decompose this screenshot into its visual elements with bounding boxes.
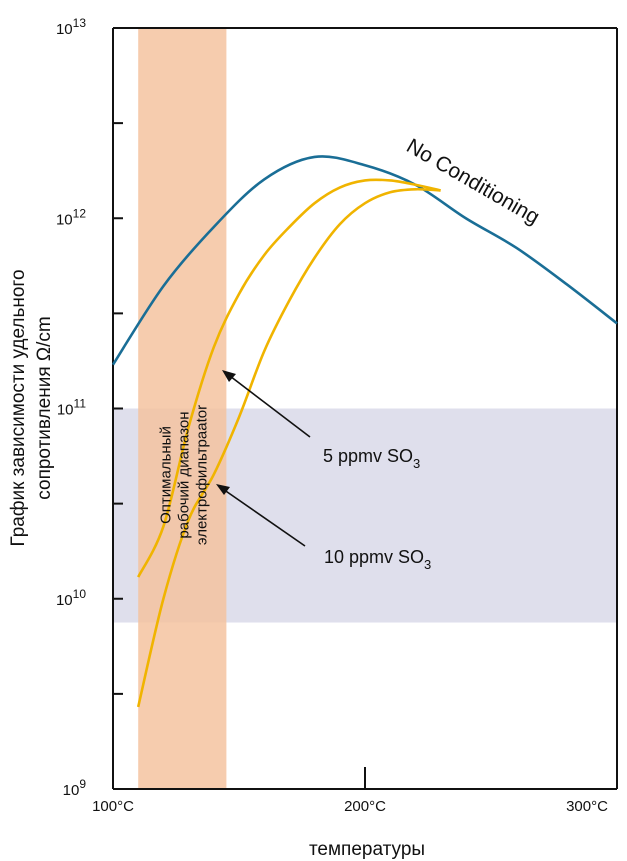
arrow-5ppmv bbox=[225, 372, 311, 438]
band-label-line: электрофильтраator bbox=[193, 405, 210, 545]
x-axis-title: температуры bbox=[309, 839, 425, 860]
series-lines bbox=[111, 155, 618, 708]
annotation-arrows bbox=[216, 370, 311, 547]
x-tick-label: 300°C bbox=[566, 798, 608, 815]
optimal-range-label: Оптимальныйрабочий диапазонэлектрофильтр… bbox=[157, 405, 210, 545]
y-tick-label: 1010 bbox=[56, 587, 86, 609]
y-ticks: 109 1010 1011 1012 1013 bbox=[56, 16, 123, 799]
bands bbox=[113, 28, 617, 789]
y-axis-title-line: График зависимости удельного bbox=[8, 269, 29, 546]
y-tick-label: 1011 bbox=[57, 397, 86, 419]
y-axis-title-line: сопротивления Ω/cm bbox=[34, 316, 55, 499]
label-no-conditioning: No Conditioning bbox=[403, 134, 544, 229]
band-label-line: Оптимальный bbox=[157, 426, 174, 524]
y-tick-label: 1012 bbox=[56, 206, 86, 228]
arrow-10ppmv bbox=[219, 486, 306, 547]
y-tick-label: 1013 bbox=[56, 16, 86, 38]
arrowhead-10ppmv bbox=[216, 484, 230, 495]
x-ticks: 100°C 200°C 300°C bbox=[92, 767, 618, 815]
x-tick-label: 100°C bbox=[92, 798, 134, 815]
series-line-2 bbox=[136, 187, 441, 708]
y-tick-label: 109 bbox=[63, 777, 87, 799]
x-tick-label: 200°C bbox=[344, 798, 386, 815]
label-5ppmv: 5 ppmv SO3 bbox=[323, 446, 420, 471]
y-axis-title: График зависимости удельного сопротивлени… bbox=[8, 269, 55, 546]
arrowhead-5ppmv bbox=[222, 370, 236, 382]
vertical-band bbox=[138, 28, 227, 789]
label-10ppmv: 10 ppmv SO3 bbox=[324, 547, 431, 572]
band-label-line: рабочий диапазон bbox=[175, 411, 192, 538]
series-line-0 bbox=[111, 155, 618, 366]
series-line-1 bbox=[137, 178, 441, 578]
